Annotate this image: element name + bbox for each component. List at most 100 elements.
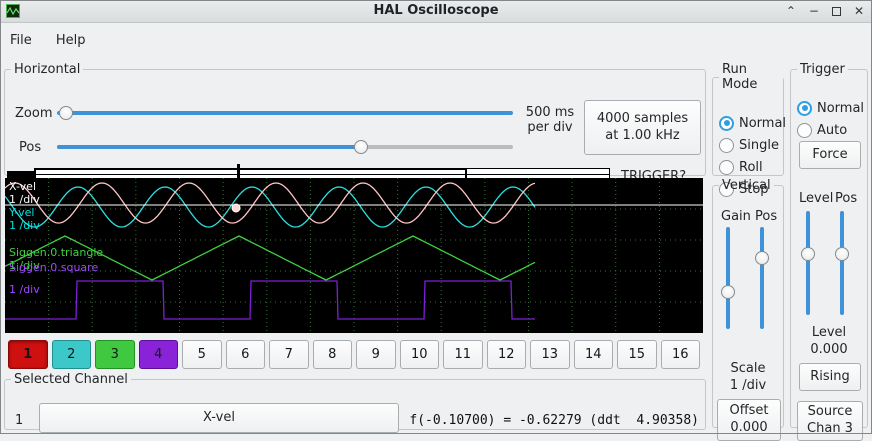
trigger-pos-groove: [840, 211, 844, 315]
selected-channel-name-button[interactable]: X-vel: [39, 403, 399, 433]
horizontal-legend: Horizontal: [14, 62, 81, 77]
channel-button-2[interactable]: 2: [51, 340, 91, 369]
radio-roll[interactable]: Roll: [719, 158, 786, 176]
trigger-source-button[interactable]: Source Chan 3: [797, 401, 863, 441]
channel-name-label: Siggen.0.triangle: [9, 246, 104, 259]
waveform-Y-vel: [5, 186, 536, 228]
radio-indicator: [797, 122, 812, 138]
channel-button-row: 1 2 3 4 5 6 7 8 9 10 11 12 13 14 15 16: [8, 340, 700, 369]
trigger-pos-handle[interactable]: [835, 247, 849, 261]
gain-slider-groove: [726, 227, 730, 329]
record-trigger-marker: [237, 164, 240, 186]
channel-button-7[interactable]: 7: [269, 340, 309, 369]
vertical-pos-handle[interactable]: [755, 251, 769, 265]
vertical-pos-label: Pos: [755, 209, 778, 224]
trigger-level-slider[interactable]: [801, 211, 815, 315]
radio-indicator: [719, 115, 734, 131]
radio-auto[interactable]: Auto: [797, 121, 864, 139]
channel-button-6[interactable]: 6: [225, 340, 265, 369]
app-icon: [6, 4, 20, 18]
channel-button-11[interactable]: 11: [443, 340, 483, 369]
trigger-level-label: Level: [799, 191, 834, 206]
minimize-icon[interactable]: −: [808, 4, 819, 18]
radio-indicator: [719, 137, 734, 153]
channel-button-14[interactable]: 14: [573, 340, 613, 369]
force-button[interactable]: Force: [799, 141, 861, 169]
maximize-icon[interactable]: [831, 6, 841, 16]
trigger-legend: Trigger: [800, 62, 845, 77]
radio-label: Single: [739, 137, 779, 153]
window-title: HAL Oscilloscope: [373, 3, 499, 18]
record-data-extent: [7, 171, 34, 179]
waveform-Siggen.0.square: [5, 280, 535, 320]
channel-name-label: Y-vel: [9, 206, 35, 219]
radio-label: Auto: [817, 122, 848, 138]
channel-button-9[interactable]: 9: [356, 340, 396, 369]
selected-channel-group: Selected Channel 1 X-vel f(-0.10700) = -…: [4, 372, 706, 433]
menu-help[interactable]: Help: [55, 33, 86, 48]
zoom-slider[interactable]: [57, 104, 513, 122]
trigger-level-handle[interactable]: [801, 247, 815, 261]
shade-icon[interactable]: ⌃: [785, 4, 796, 18]
radio-label: Normal: [739, 115, 787, 131]
pos-slider-groove: [57, 145, 513, 149]
run-mode-radios: Normal Single Roll Stop: [719, 114, 786, 198]
menu-file[interactable]: File: [10, 33, 32, 48]
trigger-edge-button[interactable]: Rising: [799, 363, 861, 391]
pos-label: Pos: [19, 140, 42, 155]
radio-single[interactable]: Single: [719, 136, 786, 154]
trigger-radios: Normal Auto: [797, 99, 864, 139]
radio-label: Normal: [817, 100, 865, 116]
scale-value: 1 /div: [729, 378, 767, 393]
gain-slider-handle[interactable]: [721, 285, 735, 299]
channel-button-12[interactable]: 12: [486, 340, 526, 369]
radio-indicator: [797, 100, 812, 116]
selected-channel-number: 1: [15, 413, 24, 428]
scale-caption: Scale: [730, 361, 766, 376]
channel-name-label: Siggen.0.square: [9, 261, 99, 274]
channel-scale-label: 1 /div: [9, 259, 40, 272]
radio-stop[interactable]: Stop: [719, 180, 786, 198]
radio-label: Roll: [739, 159, 763, 175]
channel-scale-label: 1 /div: [9, 193, 40, 206]
selected-channel-legend: Selected Channel: [14, 372, 128, 387]
title-bar: HAL Oscilloscope ⌃ − ✕: [0, 0, 872, 23]
trigger-level-groove: [806, 211, 810, 315]
radio-indicator: [719, 181, 734, 197]
trigger-level-caption: Level: [811, 325, 847, 340]
channel-button-3[interactable]: 3: [95, 340, 135, 369]
gain-slider[interactable]: [721, 227, 735, 329]
channel-name-label: X-vel: [9, 180, 36, 193]
radio-normal[interactable]: Normal: [797, 99, 864, 117]
vertical-group: Vertical Gain Pos Scale 1 /div Offset 0.…: [712, 178, 784, 441]
zoom-slider-handle[interactable]: [59, 106, 73, 120]
channel-scale-label: 1 /div: [9, 219, 40, 232]
trigger-point-marker: [231, 203, 241, 213]
pos-slider[interactable]: [57, 138, 513, 156]
channel-button-4[interactable]: 4: [138, 340, 178, 369]
channel-button-8[interactable]: 8: [312, 340, 352, 369]
run-mode-legend: Run Mode: [722, 62, 758, 92]
record-center-line: [7, 174, 610, 175]
radio-normal[interactable]: Normal: [719, 114, 786, 132]
gain-label: Gain: [721, 209, 751, 224]
channel-button-10[interactable]: 10: [399, 340, 439, 369]
channel-button-13[interactable]: 13: [530, 340, 570, 369]
vertical-pos-slider[interactable]: [755, 227, 769, 329]
radio-indicator: [719, 159, 734, 175]
trigger-pos-slider[interactable]: [835, 211, 849, 315]
channel-button-5[interactable]: 5: [182, 340, 222, 369]
channel-button-1[interactable]: 1: [8, 340, 48, 369]
vertical-legend: Vertical: [722, 178, 771, 193]
menu-bar: File Help: [0, 23, 872, 59]
pos-slider-handle[interactable]: [354, 140, 368, 154]
samples-button[interactable]: 4000 samples at 1.00 kHz: [584, 100, 701, 155]
channel-button-15[interactable]: 15: [617, 340, 657, 369]
close-icon[interactable]: ✕: [853, 4, 864, 18]
channel-button-16[interactable]: 16: [660, 340, 700, 369]
trigger-group: Trigger Normal Auto Force Level Pos Level…: [790, 62, 868, 441]
run-mode-group: Run Mode Normal Single Roll Stop: [712, 62, 786, 197]
timebase-readout: 500 ms per div: [525, 105, 575, 135]
zoom-slider-groove: [57, 111, 513, 115]
offset-button[interactable]: Offset 0.000: [717, 399, 781, 441]
